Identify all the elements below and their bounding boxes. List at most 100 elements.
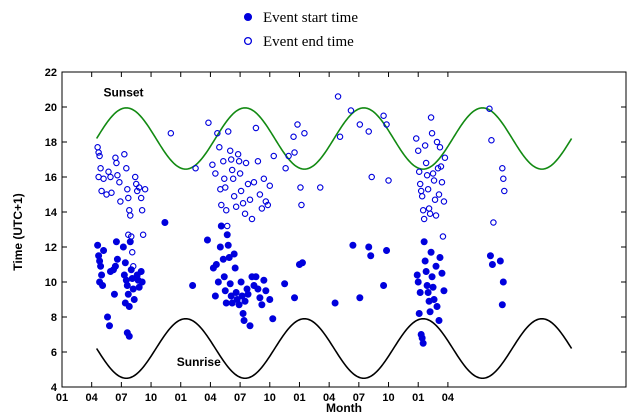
end-point-52 bbox=[229, 175, 237, 183]
x-tick-label-6: 07 bbox=[234, 392, 246, 404]
end-point-127 bbox=[501, 187, 508, 195]
end-point-97 bbox=[417, 187, 425, 195]
start-point-107 bbox=[432, 262, 440, 270]
end-point-95 bbox=[415, 168, 423, 176]
end-point-10 bbox=[108, 189, 115, 197]
end-point-18 bbox=[124, 186, 131, 193]
end-point-90 bbox=[380, 112, 387, 120]
end-point-111 bbox=[431, 196, 439, 204]
end-point-101 bbox=[421, 142, 429, 149]
start-point-55 bbox=[230, 250, 238, 258]
end-point-49 bbox=[226, 147, 234, 155]
start-point-42 bbox=[214, 278, 222, 286]
start-point-48 bbox=[222, 299, 230, 307]
end-point-112 bbox=[432, 212, 440, 219]
axes: 4 6 8 10 12 14 16 18 20 22 01 04 07 10 01 04 07 10 01 04 07 1… bbox=[45, 67, 627, 404]
x-tick-label-1: 04 bbox=[86, 392, 99, 404]
end-point-93 bbox=[412, 135, 420, 142]
x-tick-label-2: 07 bbox=[115, 392, 127, 404]
end-point-15 bbox=[117, 198, 124, 205]
data-points bbox=[94, 93, 508, 347]
plot-frame bbox=[61, 71, 627, 388]
end-point-91 bbox=[383, 121, 390, 128]
end-point-50 bbox=[227, 156, 235, 163]
end-point-85 bbox=[336, 133, 344, 141]
start-point-41 bbox=[212, 260, 220, 268]
end-point-122 bbox=[486, 105, 493, 113]
end-point-121 bbox=[441, 154, 449, 162]
start-point-35 bbox=[138, 278, 146, 286]
end-point-65 bbox=[250, 179, 258, 186]
end-point-24 bbox=[129, 249, 136, 256]
start-point-75 bbox=[262, 287, 270, 295]
legend-marker-1 bbox=[243, 36, 253, 46]
x-tick-label-13: 04 bbox=[442, 392, 455, 404]
end-point-66 bbox=[252, 124, 260, 132]
end-point-64 bbox=[248, 215, 256, 223]
x-tick-label-10: 07 bbox=[353, 392, 365, 404]
start-point-83 bbox=[349, 241, 357, 249]
end-point-12 bbox=[113, 159, 120, 167]
start-point-45 bbox=[219, 255, 227, 263]
end-point-94 bbox=[414, 147, 422, 155]
start-point-103 bbox=[427, 248, 435, 256]
end-point-82 bbox=[301, 130, 308, 137]
start-point-74 bbox=[260, 276, 268, 284]
end-point-5 bbox=[98, 187, 105, 195]
start-point-36 bbox=[161, 219, 169, 227]
end-point-39 bbox=[214, 130, 221, 137]
end-point-21 bbox=[127, 212, 134, 219]
end-point-58 bbox=[237, 187, 245, 195]
end-point-71 bbox=[262, 198, 270, 205]
start-point-86 bbox=[367, 252, 375, 260]
end-point-26 bbox=[131, 173, 139, 181]
end-point-45 bbox=[222, 184, 229, 191]
end-point-3 bbox=[97, 165, 104, 172]
x-axis-title: Month bbox=[326, 401, 362, 415]
start-point-28 bbox=[129, 285, 137, 293]
x-tick-label-9: 04 bbox=[323, 392, 336, 404]
start-point-6 bbox=[99, 281, 107, 289]
end-point-92 bbox=[385, 177, 392, 184]
y-tick-label-1: 6 bbox=[51, 347, 57, 359]
start-point-97 bbox=[421, 257, 429, 265]
start-point-62 bbox=[239, 309, 247, 317]
x-tick-label-8: 01 bbox=[293, 392, 305, 404]
end-point-75 bbox=[282, 165, 289, 172]
y-tick-label-0: 4 bbox=[51, 382, 58, 394]
y-tick-label-8: 20 bbox=[45, 102, 57, 114]
x-tick-label-3: 10 bbox=[145, 392, 157, 404]
legend-marker-0 bbox=[243, 12, 253, 22]
end-point-44 bbox=[221, 175, 228, 183]
end-point-117 bbox=[437, 163, 445, 170]
end-point-100 bbox=[420, 215, 428, 223]
end-point-51 bbox=[228, 166, 236, 174]
end-point-87 bbox=[356, 121, 364, 128]
end-point-115 bbox=[435, 191, 443, 198]
end-point-118 bbox=[438, 179, 446, 186]
end-point-119 bbox=[440, 198, 448, 205]
end-point-68 bbox=[256, 191, 264, 198]
start-point-56 bbox=[231, 264, 239, 272]
start-point-85 bbox=[365, 243, 373, 251]
start-point-90 bbox=[414, 278, 422, 286]
end-point-70 bbox=[260, 175, 268, 183]
end-point-89 bbox=[368, 173, 375, 181]
end-point-104 bbox=[424, 186, 432, 193]
start-point-16 bbox=[119, 243, 127, 251]
start-point-78 bbox=[281, 280, 289, 288]
start-point-33 bbox=[135, 283, 143, 291]
start-point-110 bbox=[436, 254, 444, 262]
end-point-120 bbox=[439, 233, 447, 240]
start-point-70 bbox=[252, 273, 260, 281]
end-point-77 bbox=[290, 133, 297, 141]
end-point-124 bbox=[490, 219, 497, 226]
end-point-13 bbox=[114, 172, 121, 179]
end-point-53 bbox=[230, 193, 238, 200]
legend: Event start time Event end time bbox=[243, 10, 358, 50]
end-point-73 bbox=[266, 182, 274, 190]
end-point-59 bbox=[239, 200, 247, 207]
end-point-63 bbox=[246, 196, 254, 204]
start-point-98 bbox=[422, 267, 430, 275]
